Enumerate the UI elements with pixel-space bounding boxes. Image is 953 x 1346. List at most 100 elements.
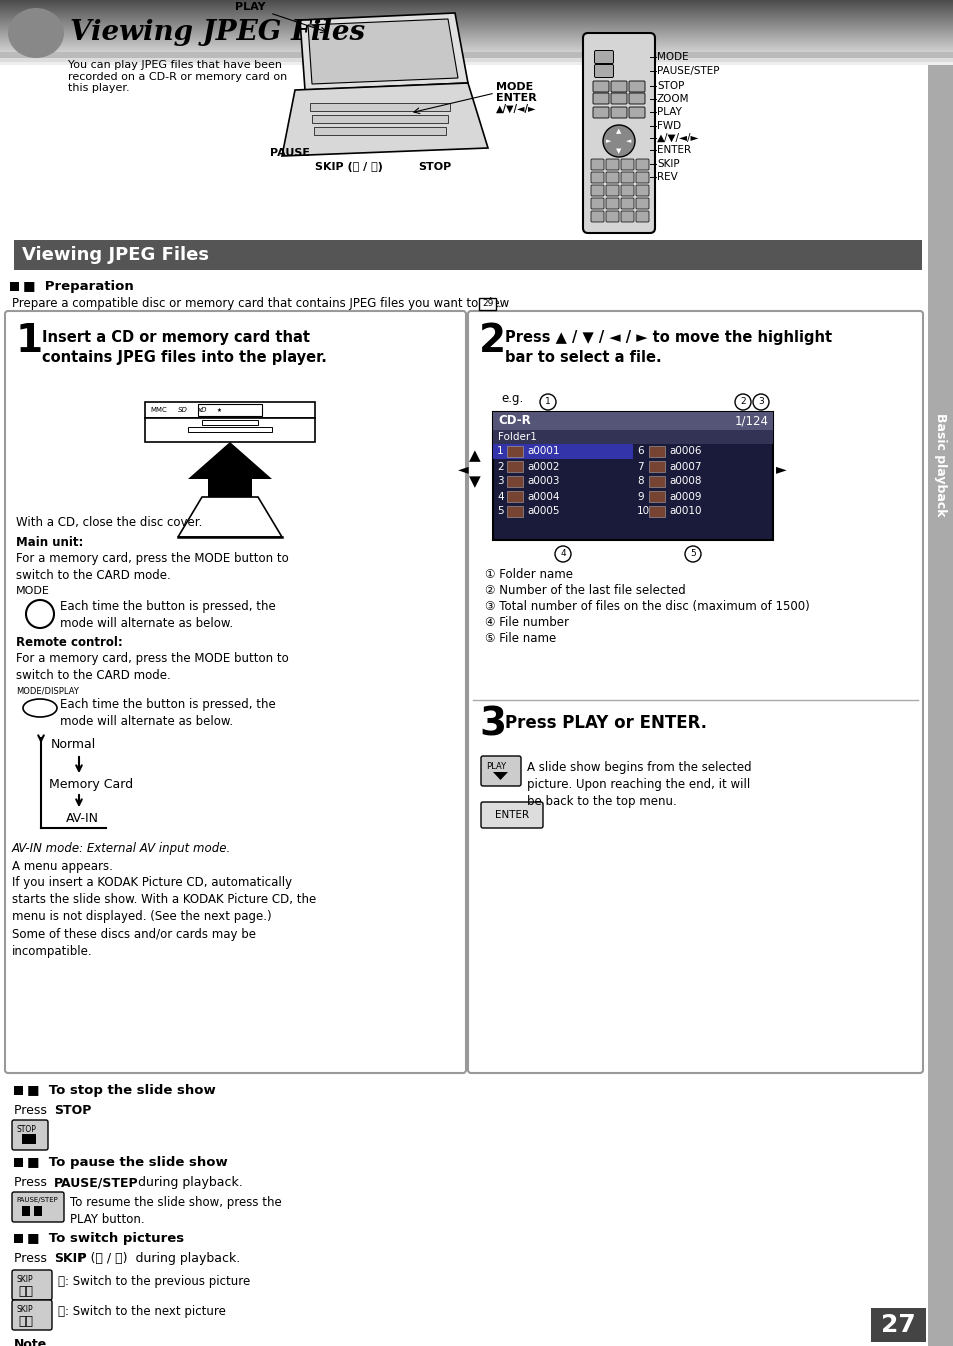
- Text: ⏮: Switch to the previous picture: ⏮: Switch to the previous picture: [58, 1275, 250, 1288]
- Text: A slide show begins from the selected
picture. Upon reaching the end, it will
be: A slide show begins from the selected pi…: [526, 760, 751, 808]
- Text: ZOOM: ZOOM: [657, 94, 689, 104]
- Polygon shape: [188, 441, 272, 497]
- Text: a0005: a0005: [526, 506, 558, 517]
- FancyBboxPatch shape: [610, 93, 626, 104]
- Text: ⏮⏮: ⏮⏮: [18, 1285, 33, 1298]
- FancyBboxPatch shape: [636, 198, 648, 209]
- Text: ►: ►: [775, 462, 785, 476]
- Bar: [506, 491, 522, 502]
- Text: ② Number of the last file selected: ② Number of the last file selected: [484, 584, 685, 598]
- Text: 1: 1: [497, 447, 503, 456]
- Circle shape: [734, 394, 750, 411]
- Text: ■  To pause the slide show: ■ To pause the slide show: [27, 1156, 228, 1168]
- Text: ⏭⏭: ⏭⏭: [18, 1315, 33, 1329]
- Text: PLAY: PLAY: [234, 1, 265, 12]
- Text: Press: Press: [14, 1104, 51, 1117]
- FancyBboxPatch shape: [590, 211, 603, 222]
- Bar: [198, 404, 262, 416]
- Bar: [145, 419, 314, 441]
- FancyBboxPatch shape: [636, 184, 648, 197]
- FancyBboxPatch shape: [593, 106, 608, 118]
- FancyBboxPatch shape: [480, 802, 542, 828]
- Text: 10: 10: [637, 506, 649, 517]
- Ellipse shape: [8, 8, 64, 58]
- Text: ◄: ◄: [626, 139, 631, 144]
- Text: Insert a CD or memory card that
contains JPEG files into the player.: Insert a CD or memory card that contains…: [42, 330, 327, 365]
- Text: a0006: a0006: [668, 447, 700, 456]
- Text: Each time the button is pressed, the
mode will alternate as below.: Each time the button is pressed, the mod…: [60, 600, 275, 630]
- FancyBboxPatch shape: [594, 65, 613, 78]
- Text: P (⏮ / ⏭)  during playback.: P (⏮ / ⏭) during playback.: [79, 1252, 240, 1265]
- Bar: [34, 1206, 42, 1215]
- Text: PLAY: PLAY: [485, 762, 506, 771]
- Text: ▲: ▲: [469, 448, 480, 463]
- Text: ③ Total number of files on the disc (maximum of 1500): ③ Total number of files on the disc (max…: [484, 600, 809, 612]
- Bar: [648, 506, 664, 517]
- Text: 7: 7: [637, 462, 643, 471]
- Text: a0004: a0004: [526, 491, 558, 502]
- Text: Press: Press: [14, 1252, 51, 1265]
- Text: Memory Card: Memory Card: [49, 778, 133, 791]
- FancyBboxPatch shape: [620, 211, 634, 222]
- FancyBboxPatch shape: [590, 184, 603, 197]
- FancyBboxPatch shape: [610, 81, 626, 92]
- Text: a0007: a0007: [668, 462, 700, 471]
- FancyBboxPatch shape: [610, 106, 626, 118]
- FancyBboxPatch shape: [594, 51, 613, 63]
- Text: a0003: a0003: [526, 476, 558, 486]
- Text: ⑤ File name: ⑤ File name: [484, 633, 556, 645]
- Text: ▼: ▼: [469, 475, 480, 490]
- Text: 9: 9: [637, 491, 643, 502]
- Text: Each time the button is pressed, the
mode will alternate as below.: Each time the button is pressed, the mod…: [60, 699, 275, 728]
- Text: Press: Press: [14, 1176, 51, 1189]
- Text: ① Folder name: ① Folder name: [484, 568, 573, 581]
- FancyBboxPatch shape: [590, 159, 603, 170]
- Circle shape: [26, 600, 54, 629]
- Text: during playback.: during playback.: [133, 1176, 242, 1189]
- Text: 29: 29: [482, 299, 493, 308]
- Bar: [648, 476, 664, 487]
- Bar: [0, 58, 953, 62]
- Text: Viewing JPEG Files: Viewing JPEG Files: [70, 19, 365, 46]
- FancyBboxPatch shape: [620, 159, 634, 170]
- Text: xD: xD: [196, 406, 206, 413]
- FancyBboxPatch shape: [479, 297, 496, 310]
- FancyBboxPatch shape: [620, 198, 634, 209]
- Bar: [648, 491, 664, 502]
- Text: 5: 5: [497, 506, 503, 517]
- FancyBboxPatch shape: [605, 198, 618, 209]
- Text: Note: Note: [14, 1338, 48, 1346]
- Text: SKIP (⏮ / ⏭): SKIP (⏮ / ⏭): [314, 162, 382, 172]
- FancyBboxPatch shape: [636, 172, 648, 183]
- Text: SD: SD: [178, 406, 188, 413]
- Text: Press PLAY or ENTER.: Press PLAY or ENTER.: [504, 713, 706, 732]
- Bar: [493, 429, 772, 444]
- Text: MODE/DISPLAY: MODE/DISPLAY: [16, 686, 79, 695]
- Text: ►: ►: [606, 139, 611, 144]
- Text: ENTER: ENTER: [496, 93, 537, 104]
- FancyBboxPatch shape: [593, 81, 608, 92]
- Text: Some of these discs and/or cards may be
incompatible.: Some of these discs and/or cards may be …: [12, 927, 255, 958]
- Text: MODE: MODE: [496, 82, 533, 92]
- Text: MODE: MODE: [16, 586, 50, 596]
- Bar: [506, 446, 522, 458]
- FancyBboxPatch shape: [620, 172, 634, 183]
- Circle shape: [602, 125, 635, 157]
- Text: Remote control:: Remote control:: [16, 637, 123, 649]
- Bar: [493, 412, 772, 540]
- Circle shape: [555, 546, 571, 563]
- Text: You can play JPEG files that have been
recorded on a CD-R or memory card on
this: You can play JPEG files that have been r…: [68, 61, 287, 93]
- Text: ENTER: ENTER: [657, 145, 690, 155]
- Bar: [493, 412, 772, 429]
- FancyBboxPatch shape: [636, 159, 648, 170]
- Bar: [0, 62, 953, 65]
- Text: STOP: STOP: [417, 162, 451, 172]
- Circle shape: [684, 546, 700, 563]
- Text: STOP: STOP: [54, 1104, 91, 1117]
- FancyBboxPatch shape: [12, 1193, 64, 1222]
- Bar: [14, 1234, 23, 1242]
- Ellipse shape: [23, 699, 57, 717]
- Text: SKIP: SKIP: [17, 1306, 33, 1314]
- Text: MMC: MMC: [150, 406, 167, 413]
- FancyBboxPatch shape: [628, 106, 644, 118]
